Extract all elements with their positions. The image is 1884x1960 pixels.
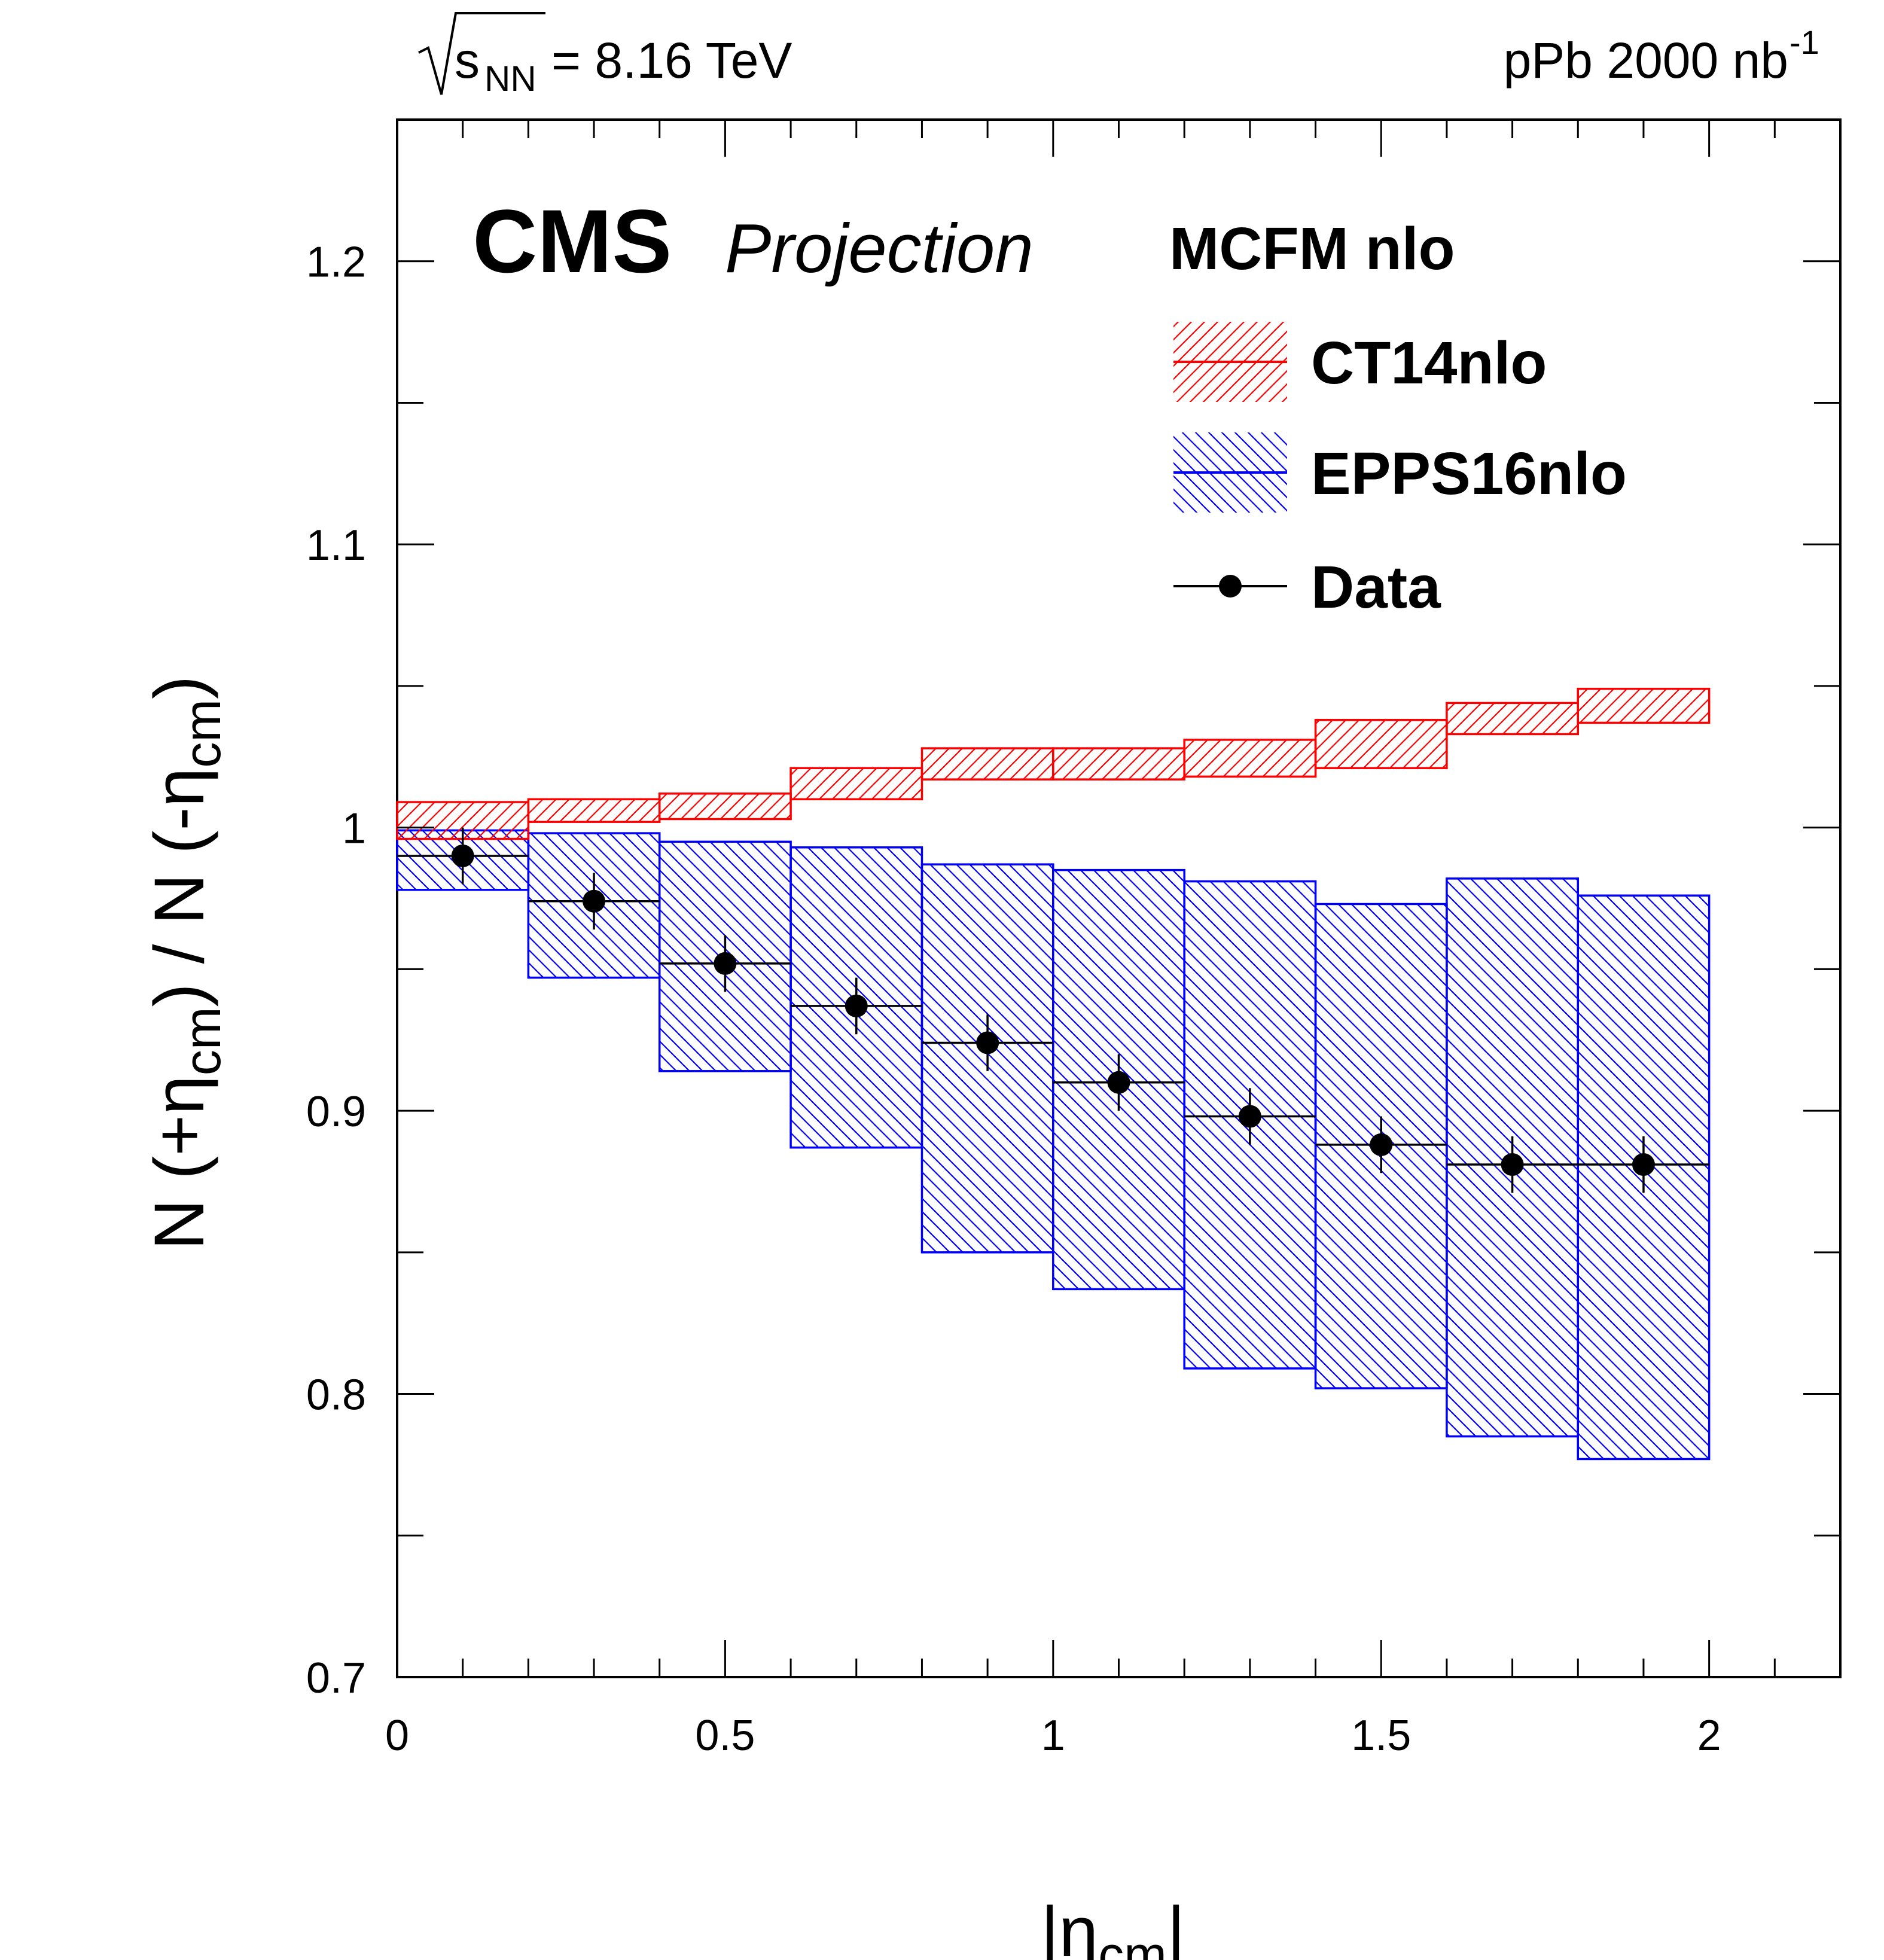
legend-label-epps16nlo: EPPS16nlo [1311, 440, 1627, 507]
sqrt-symbol [418, 12, 545, 95]
x-tick-label-0: 0 [385, 1712, 409, 1760]
projection-label: Projection [725, 209, 1034, 287]
energy-value: = 8.16 TeV [551, 32, 792, 89]
data-point-4 [976, 1031, 999, 1054]
legend-marker-data [1219, 575, 1242, 598]
luminosity-label: pPb 2000 nb -1 [1504, 23, 1819, 89]
band-epps16nlo-bin-7 [1314, 903, 1448, 1389]
x-axis-title: |ηcm| [1041, 1892, 1185, 1960]
y-title-end: ) [140, 676, 219, 699]
y-tick-label-5: 1.2 [306, 239, 366, 286]
y-axis-title-text: N (+ηcm) / N (-ηcm) [140, 676, 231, 1250]
band-ct14nlo-bin-5 [1052, 747, 1185, 781]
y-title-n1: N (+η [140, 1075, 219, 1250]
lumi-superscript: -1 [1790, 23, 1819, 61]
band-ct14nlo-bin-4 [920, 747, 1054, 781]
data-point-7 [1370, 1133, 1393, 1156]
x-title-sub: cm [1098, 1927, 1167, 1960]
y-tick-label-1: 0.8 [306, 1371, 366, 1419]
y-tick-label-4: 1.1 [306, 522, 366, 569]
legend: MCFM nlo CT14nlo EPPS16nlo Data [1169, 215, 1627, 621]
energy-sqrt-var: s [455, 32, 480, 89]
legend-title: MCFM nlo [1169, 215, 1455, 282]
band-ct14nlo-bin-8 [1446, 702, 1580, 736]
data-point-1 [583, 889, 606, 913]
y-tick-label-0: 0.7 [306, 1654, 366, 1702]
cms-label: CMS [472, 191, 672, 291]
x-axis-title-text: |ηcm| [1041, 1892, 1185, 1960]
x-tick-label-2: 1 [1041, 1712, 1065, 1760]
lumi-text: pPb 2000 nb [1504, 32, 1788, 89]
band-ct14nlo-bin-9 [1577, 687, 1711, 724]
y-title-mid: ) / N (-η [140, 768, 219, 1007]
x-tick-label-4: 2 [1697, 1712, 1721, 1760]
data-point-0 [451, 844, 474, 867]
data-point-6 [1238, 1105, 1261, 1128]
y-tick-label-2: 0.9 [306, 1088, 366, 1136]
band-ct14nlo-bin-6 [1183, 739, 1317, 778]
band-ct14nlo-bin-7 [1314, 718, 1448, 769]
x-tick-label-1: 0.5 [695, 1712, 755, 1760]
band-ct14nlo-bin-3 [789, 767, 923, 801]
y-title-sub1: cm [174, 1007, 231, 1076]
y-title-sub2: cm [174, 699, 231, 768]
band-ct14nlo-bin-1 [527, 798, 661, 823]
data-point-8 [1501, 1153, 1524, 1176]
data-point-2 [714, 952, 737, 975]
x-title-bar-right: | [1167, 1892, 1185, 1960]
x-tick-label-3: 1.5 [1351, 1712, 1411, 1760]
data-point-3 [845, 994, 868, 1017]
legend-label-ct14nlo: CT14nlo [1311, 330, 1547, 397]
x-title-eta: η [1059, 1892, 1099, 1960]
band-ct14nlo-bin-2 [658, 792, 792, 821]
x-title-bar-left: | [1041, 1892, 1059, 1960]
data-point-5 [1107, 1071, 1130, 1094]
y-tick-label-3: 1 [342, 805, 366, 853]
energy-label: s NN = 8.16 TeV [418, 12, 792, 99]
energy-subscript: NN [484, 59, 536, 99]
legend-label-data: Data [1311, 554, 1441, 621]
y-axis-title: N (+ηcm) / N (-ηcm) [140, 676, 231, 1250]
data-point-9 [1632, 1153, 1655, 1176]
